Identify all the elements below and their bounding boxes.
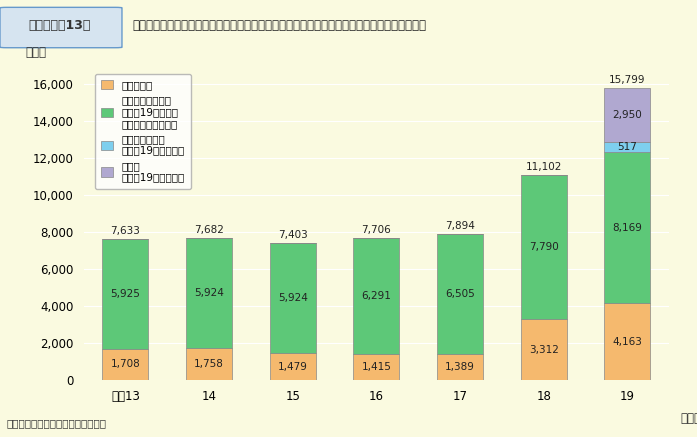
Text: 5,925: 5,925 <box>111 289 140 299</box>
Bar <box>102 239 148 349</box>
Text: 第１－５－13図: 第１－５－13図 <box>28 19 91 31</box>
Text: 7,633: 7,633 <box>111 226 140 236</box>
Bar <box>604 152 650 303</box>
Bar <box>521 319 567 380</box>
Bar <box>604 142 650 152</box>
Text: 6,291: 6,291 <box>362 291 391 301</box>
Text: 7,682: 7,682 <box>194 225 224 235</box>
Text: 15,799: 15,799 <box>609 75 645 85</box>
Text: 1,708: 1,708 <box>111 359 140 369</box>
Legend: 事業主から, 女性労働者等から
（平成19年度以降
　女性労働者のみ）, 男性労働者から
（平成19年度以降）, その他
（平成19年度以降）: 事業主から, 女性労働者等から （平成19年度以降 女性労働者のみ）, 男性労働… <box>95 74 191 189</box>
Text: 8,169: 8,169 <box>613 222 642 232</box>
Bar <box>604 303 650 380</box>
Text: 3,312: 3,312 <box>529 344 558 354</box>
Bar <box>437 354 483 380</box>
Bar <box>102 349 148 380</box>
Text: 2,950: 2,950 <box>613 110 642 120</box>
Text: 7,894: 7,894 <box>445 221 475 231</box>
Text: 1,479: 1,479 <box>278 361 307 371</box>
Bar <box>437 234 483 354</box>
Text: 7,790: 7,790 <box>529 242 558 252</box>
Text: 1,758: 1,758 <box>194 359 224 369</box>
Text: 都道府県労働局雇用均等室に寄せられた職場におけるセクシュアル・ハラスメントの相談件数: 都道府県労働局雇用均等室に寄せられた職場におけるセクシュアル・ハラスメントの相談… <box>132 19 427 31</box>
Bar <box>353 238 399 354</box>
Text: 517: 517 <box>618 142 637 152</box>
Bar <box>521 175 567 319</box>
Text: 1,415: 1,415 <box>362 362 391 372</box>
Bar <box>270 243 316 353</box>
Text: 5,924: 5,924 <box>278 293 307 303</box>
Text: （備考）厚生労働省資料より作成。: （備考）厚生労働省資料より作成。 <box>7 418 107 428</box>
FancyBboxPatch shape <box>0 7 122 48</box>
Text: 1,389: 1,389 <box>445 362 475 372</box>
Text: 7,706: 7,706 <box>362 225 391 235</box>
Bar <box>353 354 399 380</box>
Bar <box>186 348 232 380</box>
Bar <box>186 238 232 348</box>
Text: 4,163: 4,163 <box>613 336 642 347</box>
Text: （件）: （件） <box>25 46 46 59</box>
Text: （年度）: （年度） <box>681 412 697 425</box>
Text: 7,403: 7,403 <box>278 230 307 240</box>
Text: 6,505: 6,505 <box>445 289 475 299</box>
Bar <box>270 353 316 380</box>
Text: 5,924: 5,924 <box>194 288 224 298</box>
Text: 11,102: 11,102 <box>526 162 562 172</box>
Bar <box>604 88 650 142</box>
